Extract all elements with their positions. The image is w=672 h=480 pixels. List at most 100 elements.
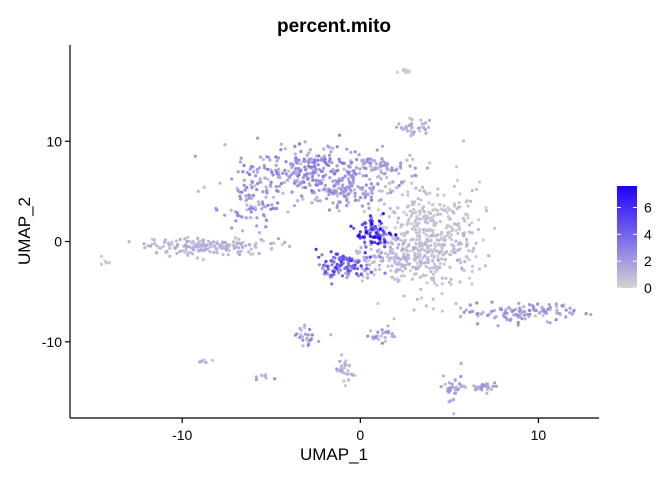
data-point (421, 125, 425, 129)
data-point (461, 216, 466, 220)
data-point (439, 212, 443, 216)
data-point (411, 237, 415, 241)
data-point (372, 273, 376, 277)
data-point (365, 159, 369, 164)
data-point (247, 250, 251, 254)
data-point (243, 188, 247, 192)
data-point (331, 179, 335, 183)
data-point (455, 223, 459, 227)
data-point (452, 184, 456, 188)
data-point (264, 218, 268, 222)
data-point (300, 194, 304, 198)
data-point (408, 164, 412, 168)
data-point (326, 144, 330, 148)
data-point (185, 239, 189, 244)
data-point (245, 171, 249, 175)
data-point (371, 337, 375, 341)
color-legend-bar (617, 186, 637, 288)
data-point (361, 192, 365, 196)
data-point (369, 182, 373, 186)
data-point (303, 173, 307, 177)
data-point (274, 155, 278, 159)
data-point (383, 335, 387, 339)
data-point (436, 212, 440, 217)
data-point (453, 388, 457, 392)
data-point (424, 121, 428, 125)
data-point (245, 198, 249, 202)
data-point (155, 244, 159, 248)
data-point (394, 233, 398, 237)
data-point (418, 243, 423, 247)
data-point (423, 254, 427, 258)
data-point (236, 213, 240, 218)
data-point (412, 224, 416, 228)
data-point (335, 252, 339, 256)
data-point (279, 181, 284, 186)
data-point (418, 188, 422, 193)
data-point (330, 263, 334, 267)
data-point (341, 183, 345, 187)
data-point (536, 302, 540, 306)
data-point (204, 247, 208, 251)
data-point (307, 160, 311, 165)
data-point (255, 188, 259, 192)
data-point (332, 184, 336, 188)
data-point (364, 183, 368, 187)
data-point (410, 174, 414, 178)
data-point (373, 159, 377, 163)
data-point (396, 206, 400, 210)
data-point (288, 244, 292, 248)
data-point (366, 334, 370, 338)
data-point (371, 235, 376, 239)
data-point (361, 174, 365, 178)
data-point (438, 202, 442, 207)
data-point (357, 171, 362, 175)
data-point (414, 218, 418, 222)
data-point (369, 198, 374, 202)
data-point (143, 246, 147, 250)
data-point (409, 222, 413, 226)
data-point (377, 338, 381, 342)
data-point (385, 164, 389, 168)
data-point (364, 174, 368, 178)
data-point (459, 242, 463, 246)
data-point (446, 206, 450, 210)
data-point (472, 246, 476, 250)
data-point (349, 150, 353, 154)
data-point (572, 309, 576, 313)
data-point (355, 267, 360, 271)
data-point (266, 167, 270, 171)
data-point (429, 270, 433, 274)
data-point (505, 317, 509, 321)
data-point (564, 308, 568, 312)
data-point (418, 129, 422, 133)
data-point (335, 194, 339, 198)
data-point (352, 266, 356, 270)
data-point (339, 260, 343, 264)
data-point (233, 236, 237, 240)
data-point (470, 188, 474, 193)
data-point (416, 234, 420, 238)
data-point (308, 338, 312, 342)
data-point (303, 185, 307, 190)
data-point (402, 294, 406, 298)
data-point (331, 201, 335, 205)
data-point (368, 255, 372, 259)
data-point (489, 387, 493, 392)
data-point (379, 161, 383, 165)
data-point (465, 255, 469, 259)
data-point (424, 233, 429, 237)
data-point (211, 240, 215, 244)
data-point (368, 234, 373, 238)
data-point (330, 161, 334, 165)
data-point (396, 262, 400, 267)
data-point (330, 191, 335, 195)
data-point (193, 154, 197, 158)
data-point (405, 158, 409, 162)
data-point (440, 309, 444, 313)
data-point (431, 297, 435, 301)
data-point (308, 183, 312, 187)
data-point (284, 160, 288, 164)
data-point (382, 172, 386, 176)
data-point (378, 227, 383, 231)
